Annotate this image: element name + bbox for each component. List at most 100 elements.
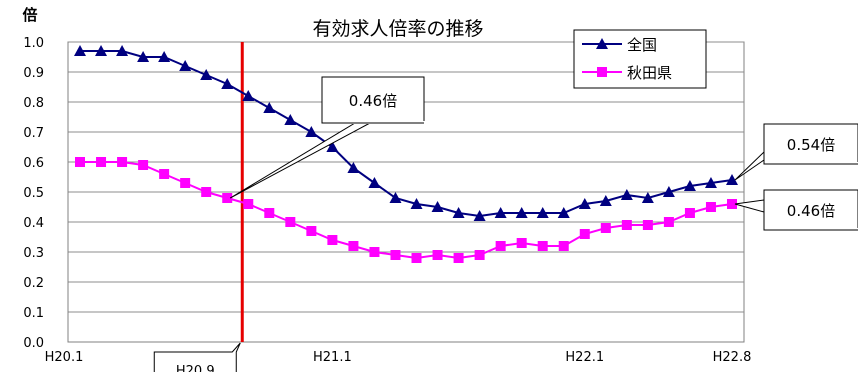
y-tick-label: 0.0 (23, 336, 44, 351)
data-point (95, 45, 108, 56)
data-point (138, 160, 149, 170)
legend-box (573, 29, 707, 89)
data-point (557, 207, 570, 218)
data-point (180, 178, 191, 188)
data-point (389, 192, 402, 203)
data-point (159, 169, 170, 179)
data-point (116, 45, 129, 56)
legend-marker (597, 67, 607, 77)
y-tick-label: 1.0 (23, 36, 44, 51)
data-point (537, 241, 548, 251)
data-point (368, 177, 381, 188)
x-tick-label: H22.1 (565, 350, 604, 365)
data-point (642, 220, 653, 230)
data-point (264, 208, 275, 218)
data-point (285, 217, 296, 227)
y-tick-label: 0.7 (23, 126, 44, 141)
data-point (516, 238, 527, 248)
data-point (348, 241, 359, 251)
y-tick-label: 0.2 (23, 276, 44, 291)
data-point (536, 207, 549, 218)
data-point (474, 250, 485, 260)
legend-label: 秋田県 (627, 64, 672, 82)
data-point (704, 177, 717, 188)
data-point (201, 187, 212, 197)
data-point (305, 126, 318, 137)
data-point (117, 157, 128, 167)
data-point (263, 102, 276, 113)
legend-marker (596, 38, 608, 49)
data-point (663, 217, 674, 227)
callout-box (321, 76, 425, 124)
chart-title: 有効求人倍率の推移 (312, 18, 483, 40)
data-point (431, 201, 444, 212)
data-point (243, 199, 254, 209)
reference-label: H20.9 (176, 364, 215, 372)
data-point (75, 157, 85, 167)
callout-group: 0.46倍 0.54倍 0.46倍 (229, 76, 858, 231)
x-tick-label: H20.1 (45, 350, 84, 365)
data-point (158, 51, 171, 62)
data-point (284, 114, 297, 125)
data-point (558, 241, 569, 251)
data-point (410, 198, 423, 209)
data-point (726, 174, 738, 185)
data-point (432, 250, 443, 260)
y-tick-label: 0.9 (23, 66, 44, 81)
series-group (74, 45, 738, 263)
data-point (306, 226, 317, 236)
x-tick-label: H22.8 (713, 350, 752, 365)
reference-label-box (153, 342, 241, 372)
data-point (662, 186, 675, 197)
data-point (242, 90, 255, 101)
data-point (684, 208, 695, 218)
callout-box (763, 189, 858, 231)
data-point (579, 229, 590, 239)
data-point (705, 202, 716, 212)
data-point (494, 207, 507, 218)
data-point (452, 207, 465, 218)
data-point (137, 51, 150, 62)
axes: 0.0 0.1 0.2 0.3 0.4 0.5 0.6 0.7 0.8 0.9 1.0 H20.1 H2… (23, 36, 751, 365)
data-point (515, 207, 528, 218)
data-point (221, 78, 234, 89)
y-tick-label: 0.4 (23, 216, 44, 231)
data-point (727, 199, 737, 209)
data-point (599, 195, 612, 206)
data-point (327, 235, 338, 245)
data-point (473, 210, 486, 221)
data-point (683, 180, 696, 191)
data-point (222, 193, 233, 203)
x-tick-label: H21.1 (313, 350, 352, 365)
callout-text: 0.46倍 (349, 92, 397, 110)
callout-text: 0.54倍 (787, 136, 835, 154)
data-point (641, 192, 654, 203)
data-point (620, 189, 633, 200)
y-tick-label: 0.5 (23, 186, 44, 201)
y-tick-label: 0.6 (23, 156, 44, 171)
y-tick-label: 0.8 (23, 96, 44, 111)
data-point (96, 157, 107, 167)
y-axis-unit-label: 倍 (22, 6, 37, 24)
data-point (179, 60, 192, 71)
data-point (453, 253, 464, 263)
grid (68, 41, 744, 313)
data-point (74, 45, 86, 56)
data-point (495, 241, 506, 251)
callout-box (763, 123, 858, 165)
callout-text: 0.46倍 (787, 202, 835, 220)
data-point (411, 253, 422, 263)
y-tick-label: 0.1 (23, 306, 44, 321)
data-point (200, 69, 213, 80)
data-point (347, 162, 360, 173)
y-tick-label: 0.3 (23, 246, 44, 261)
data-point (578, 198, 591, 209)
data-point (326, 141, 339, 152)
data-point (390, 250, 401, 260)
data-point (369, 247, 380, 257)
data-point (600, 223, 611, 233)
legend-label: 全国 (627, 36, 657, 54)
data-point (621, 220, 632, 230)
